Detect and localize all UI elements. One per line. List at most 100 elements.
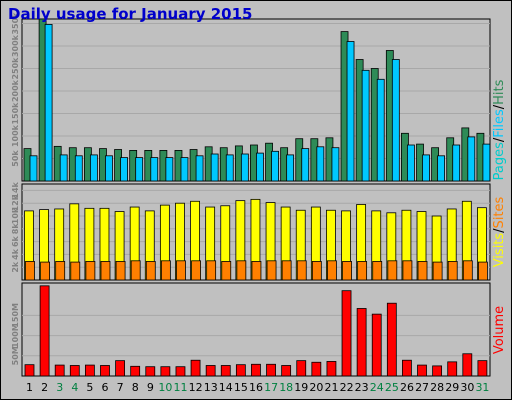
bar-files-day-6: [105, 155, 113, 182]
x-tick-label-day-30: 30: [460, 381, 474, 394]
x-tick-label-day-18: 18: [279, 381, 293, 394]
x-tick-label-day-15: 15: [234, 381, 248, 394]
bar-volume-day-21: [326, 361, 337, 377]
bar-sites-day-19: [296, 260, 307, 281]
bar-files-day-16: [256, 152, 264, 182]
x-tick-label-day-19: 19: [294, 381, 308, 394]
bar-sites-day-14: [221, 261, 232, 281]
bar-files-day-17: [271, 150, 279, 182]
x-tick-label-day-10: 10: [158, 381, 172, 394]
bar-files-day-26: [407, 144, 415, 182]
bar-sites-day-13: [206, 260, 217, 281]
bar-sites-day-22: [342, 261, 352, 281]
x-tick-label-day-9: 9: [147, 381, 154, 394]
bar-sites-day-29: [447, 261, 458, 281]
y-tick-label: 50M: [11, 346, 20, 365]
x-tick-label-day-14: 14: [219, 381, 233, 394]
bar-files-day-1: [29, 155, 38, 182]
y-tick-label: 10k: [11, 207, 20, 224]
bar-files-day-29: [452, 144, 461, 182]
bar-volume-day-8: [130, 365, 141, 377]
bar-volume-day-10: [160, 366, 171, 377]
x-tick-label-day-27: 27: [415, 381, 429, 394]
bar-files-day-3: [59, 154, 68, 182]
x-tick-label-day-12: 12: [189, 381, 203, 394]
bar-sites-day-17: [266, 260, 277, 281]
bar-files-day-8: [135, 157, 144, 182]
bar-volume-day-3: [54, 364, 65, 377]
bar-sites-day-2: [40, 261, 50, 281]
bar-sites-day-24: [372, 261, 383, 281]
bar-volume-day-25: [386, 302, 397, 377]
x-tick-label-day-17: 17: [264, 381, 278, 394]
bar-volume-day-4: [69, 365, 80, 377]
y-tick-label: 200k: [11, 79, 20, 102]
bar-sites-day-18: [281, 260, 292, 281]
x-tick-label-day-13: 13: [204, 381, 218, 394]
ylabel-part: Visits: [492, 233, 507, 268]
ylabel-part: /: [492, 228, 507, 233]
bar-sites-day-26: [402, 260, 413, 281]
bar-sites-day-20: [311, 261, 322, 281]
bar-volume-day-23: [356, 308, 367, 377]
bar-sites-day-25: [387, 260, 398, 281]
y-tick-label: 50k: [11, 150, 20, 167]
y-tick-label: 350k: [11, 12, 20, 35]
y-tick-label: 4k: [11, 248, 20, 260]
x-tick-label-day-11: 11: [174, 381, 188, 394]
panel-volume: [21, 282, 491, 377]
bar-volume-day-19: [296, 360, 307, 377]
bar-files-day-23: [361, 69, 370, 182]
bar-files-day-18: [286, 154, 295, 182]
bar-volume-day-26: [402, 359, 412, 377]
ylabel-part: Hits: [492, 79, 507, 104]
bar-volume-day-14: [220, 365, 231, 377]
x-tick-label-day-24: 24: [370, 381, 384, 394]
bar-files-day-21: [331, 147, 340, 182]
bar-volume-day-11: [175, 366, 186, 377]
x-tick-label-day-2: 2: [41, 381, 48, 394]
bar-files-day-4: [74, 155, 83, 182]
y-tick-label: 8k: [11, 223, 20, 235]
bar-files-day-5: [89, 154, 98, 182]
bar-sites-day-12: [191, 260, 201, 281]
bar-volume-day-6: [100, 365, 110, 377]
bar-files-day-10: [165, 157, 174, 182]
y-tick-label: 250k: [11, 57, 20, 80]
x-tick-label-day-22: 22: [340, 381, 354, 394]
y-tick-label: 6k: [11, 235, 20, 247]
bar-sites-day-15: [236, 260, 247, 281]
bar-sites-day-11: [176, 260, 186, 281]
y-tick-label: 300k: [11, 34, 20, 57]
bar-files-day-24: [376, 78, 385, 182]
x-tick-label-day-6: 6: [102, 381, 109, 394]
x-tick-label-day-3: 3: [56, 381, 63, 394]
bar-sites-day-23: [357, 261, 368, 281]
bar-sites-day-4: [70, 261, 81, 281]
ylabel-part: Pages: [492, 142, 507, 180]
x-tick-label-day-28: 28: [430, 381, 444, 394]
bar-volume-day-12: [190, 359, 201, 377]
bar-volume-day-28: [432, 365, 443, 377]
bar-files-day-12: [195, 155, 204, 182]
bar-files-day-19: [301, 148, 310, 182]
bar-sites-day-9: [145, 261, 156, 281]
ylabel-pages-files-hits: Pages/Files/Hits: [492, 79, 507, 180]
bar-files-day-31: [482, 143, 491, 182]
x-tick-label-day-25: 25: [385, 381, 399, 394]
bar-sites-day-10: [160, 260, 171, 281]
y-tick-label: 150k: [11, 102, 20, 125]
y-tick-label: 100M: [11, 323, 20, 348]
ylabel-visits-sites: Visits/Sites: [492, 196, 507, 267]
bar-volume-day-27: [417, 364, 427, 377]
bar-sites-day-28: [432, 261, 443, 281]
bar-files-day-22: [346, 41, 355, 182]
bar-volume-day-29: [447, 361, 458, 377]
bar-sites-day-7: [115, 261, 126, 281]
bar-files-day-2: [44, 23, 53, 182]
x-tick-label-day-4: 4: [71, 381, 78, 394]
bar-files-day-14: [225, 154, 234, 182]
bar-sites-day-21: [327, 260, 337, 281]
